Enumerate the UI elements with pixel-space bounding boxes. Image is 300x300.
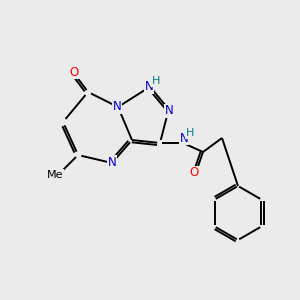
- Text: N: N: [112, 100, 122, 113]
- Text: N: N: [108, 155, 116, 169]
- Text: N: N: [145, 80, 153, 94]
- Text: N: N: [180, 131, 188, 145]
- Text: O: O: [189, 167, 199, 179]
- Text: H: H: [186, 128, 194, 138]
- Text: H: H: [152, 76, 160, 86]
- Text: O: O: [69, 65, 79, 79]
- Text: Me: Me: [47, 170, 63, 180]
- Text: N: N: [165, 104, 173, 118]
